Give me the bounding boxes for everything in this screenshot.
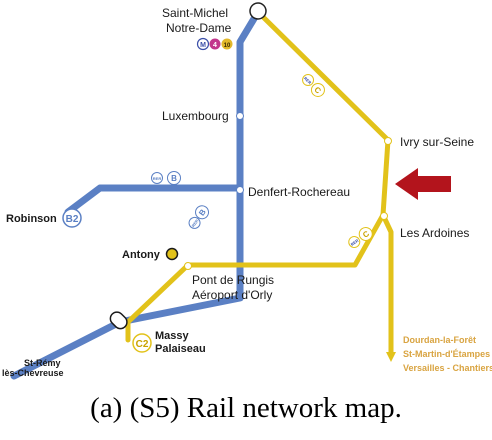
rungis-marker [184,262,192,270]
label-robinson: Robinson [6,213,57,225]
ardoines-marker [380,212,388,220]
label-les-chevreuse: lès-Chevreuse [2,368,64,378]
rer-b-branch-b-badge [167,171,181,185]
rer-b-main-b-text: B [197,207,208,217]
metro-10-text: 10 [224,43,231,49]
label-ardoines: Les Ardoines [400,226,469,240]
saint-michel-marker [249,2,267,20]
massy-marker [109,311,128,330]
rer-c-lower-c-badge [358,226,373,241]
antony-marker [165,247,179,261]
rer-c-upper-c-badge [310,82,325,97]
label-luxembourg: Luxembourg [162,109,229,123]
label-versailles: Versailles - Chantiers [403,363,492,373]
luxembourg-marker [236,112,244,120]
rer-b-branch-rer-badge [151,172,163,184]
label-notre-dame-text: Notre-Dame [166,21,232,35]
label-st-remy: St-Rémy [24,358,61,368]
metro-4-badge [209,38,221,50]
label-pont-de-rungis: Pont de Rungis [192,273,274,287]
rer-c-upper-rer-badge [302,74,315,87]
rer-b-branch-b-text: B [171,174,177,183]
station-labels: Saint-Michel Notre-Dame Luxembourg Denfe… [2,6,474,378]
rer-c-lower-c-text: C [361,229,371,240]
b2-text: B2 [66,214,79,225]
label-palaiseau: Palaiseau [155,343,206,355]
label-denfert: Denfert-Rochereau [248,185,350,199]
rer-c-lower-rer-badge [348,236,361,249]
rer-b-main-b-badge [195,205,210,220]
terminus-labels: Dourdan-la-Forêt St-Martin-d'Étampes Ver… [403,335,492,373]
rer-b-line [10,8,262,380]
metro-badges: M 4 10 [196,37,233,51]
label-ivry: Ivry sur-Seine [400,135,474,149]
rer-badges: B2 C2 RER B RER B RER C RER C [62,74,373,353]
rer-b-main-branch [10,8,262,380]
rer-b-main-rer-text: RER [190,218,199,228]
ivry-marker [384,137,392,145]
label-massy: Massy [155,330,190,342]
rer-c-upper-rer-text: RER [303,76,313,86]
metro-10-badge [221,38,233,50]
figure-caption: (a) (S5) Rail network map. [90,392,402,424]
rer-c-main-branch [255,9,394,355]
station-markers [109,2,392,330]
rer-b-main-rer-badge [188,216,201,229]
label-dourdan: Dourdan-la-Forêt [403,335,476,345]
label-st-martin: St-Martin-d'Étampes [403,349,490,359]
c2-text: C2 [136,339,149,350]
rer-b-branch-rer-text: RER [153,176,162,181]
rer-c-upper-c-text: C [312,85,323,96]
metro-4-text: 4 [213,42,217,49]
rer-c-lower-rer-text: RER [350,238,360,247]
c2-badge [132,333,152,353]
label-aeroport-orly: Aéroport d'Orly [192,288,272,302]
denfert-marker [236,186,244,194]
metro-m-text: M [200,42,206,49]
label-saint-michel: Saint-Michel [162,6,228,20]
metro-m-badge [196,37,210,51]
terminus-arrow [386,352,396,362]
label-antony: Antony [122,249,161,261]
b2-badge [62,208,82,228]
red-pointer-arrow [395,168,451,200]
rer-b-robinson-branch [64,184,244,216]
